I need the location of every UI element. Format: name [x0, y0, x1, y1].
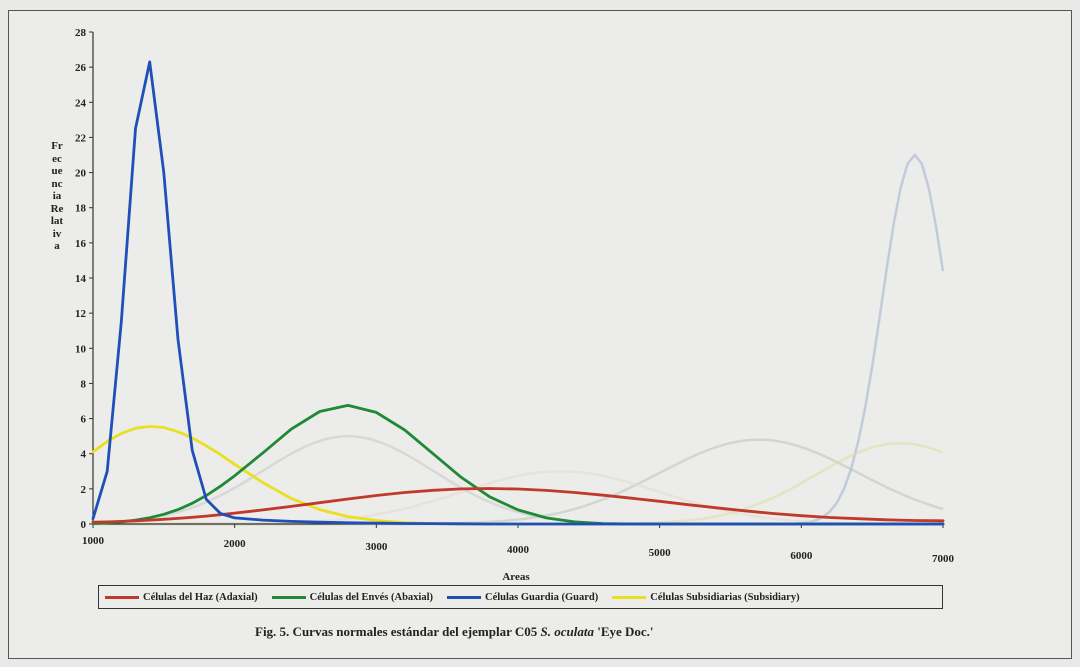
- series-layer: [93, 62, 943, 524]
- y-tick-label: 12: [75, 308, 87, 320]
- caption-prefix: Fig. 5. Curvas normales estándar del eje…: [255, 624, 541, 639]
- caption-species: S. oculata: [541, 624, 594, 639]
- figure-caption: Fig. 5. Curvas normales estándar del eje…: [255, 624, 654, 640]
- legend-item: Células Subsidiarias (Subsidiary): [606, 592, 799, 603]
- x-tick-label: 2000: [224, 538, 247, 550]
- y-tick-label: 26: [75, 62, 87, 74]
- x-tick-label: 4000: [507, 544, 530, 556]
- y-tick-label: 28: [75, 27, 87, 39]
- y-tick-label: 2: [81, 484, 87, 496]
- legend-swatch: [272, 596, 306, 599]
- y-tick-label: 6: [81, 414, 87, 426]
- legend-swatch: [447, 596, 481, 599]
- y-tick-label: 24: [75, 97, 87, 109]
- legend-item: Células del Haz (Adaxial): [99, 592, 258, 603]
- legend-item: Células del Envés (Abaxial): [266, 592, 433, 603]
- ghost-curve-0: [93, 155, 943, 524]
- y-tick-label: 14: [75, 273, 87, 285]
- y-tick-label: 4: [81, 449, 87, 461]
- legend-item: Células Guardia (Guard): [441, 592, 598, 603]
- x-tick-label: 3000: [365, 541, 388, 553]
- caption-suffix: 'Eye Doc.': [594, 624, 654, 639]
- legend-label: Células Subsidiarias (Subsidiary): [650, 592, 799, 603]
- x-axis-label: Areas: [502, 571, 530, 583]
- bleed-through-layer: [93, 155, 943, 524]
- series-line-0: [93, 489, 943, 523]
- legend-swatch: [105, 596, 139, 599]
- y-tick-label: 18: [75, 203, 87, 215]
- series-line-1: [93, 405, 943, 524]
- y-tick-label: 20: [75, 168, 87, 180]
- y-tick-label: 22: [75, 132, 87, 144]
- x-tick-label: 1000: [82, 535, 105, 547]
- y-tick-label: 10: [75, 343, 87, 355]
- legend: Células del Haz (Adaxial) Células del Env…: [98, 585, 943, 609]
- y-axis-label: Frecuencia Relativa: [50, 140, 64, 253]
- x-tick-label: 6000: [790, 550, 813, 562]
- legend-label: Células del Envés (Abaxial): [310, 592, 433, 603]
- x-tick-label: 5000: [649, 547, 672, 559]
- y-tick-label: 16: [75, 238, 87, 250]
- legend-swatch: [612, 596, 646, 599]
- y-tick-label: 8: [81, 378, 87, 390]
- y-tick-label: 0: [81, 519, 87, 531]
- legend-label: Células Guardia (Guard): [485, 592, 598, 603]
- legend-label: Células del Haz (Adaxial): [143, 592, 258, 603]
- x-tick-label: 7000: [932, 553, 955, 565]
